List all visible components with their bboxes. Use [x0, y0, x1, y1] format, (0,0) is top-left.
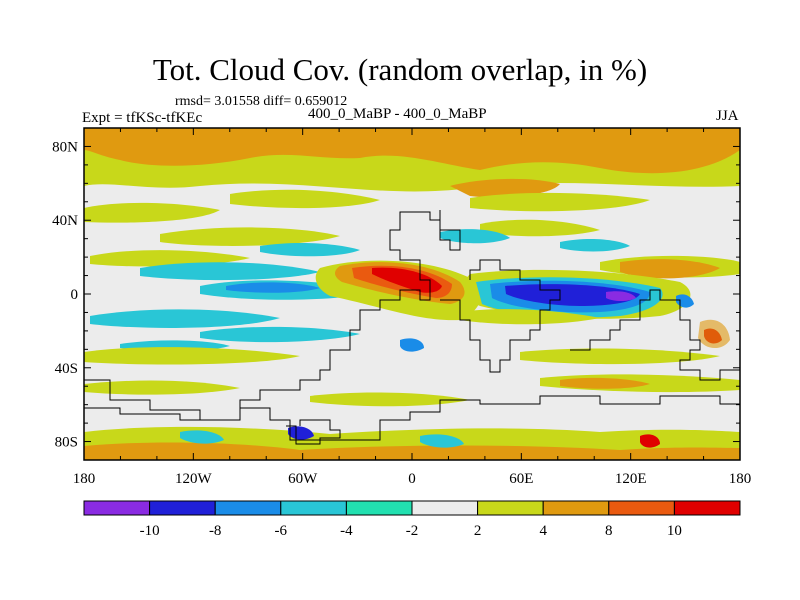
map-title: Tot. Cloud Cov. (random overlap, in %) — [152, 52, 648, 87]
colorbar-swatch — [411, 500, 479, 516]
y-tick-label: 80S — [55, 435, 78, 451]
indian-ocean-blue-core — [505, 284, 640, 306]
colorbar-swatch — [477, 500, 544, 516]
south-cyan-streak-2 — [200, 326, 360, 343]
colorbar-label: -4 — [340, 523, 353, 539]
antarctic-cyan-patch-2 — [420, 434, 464, 448]
colorbar-swatch — [673, 500, 741, 516]
axis-labels: 180 120W 60W 0 60E 120E 180 80N 40N 0 40S 80S — [52, 139, 751, 487]
colorbar-label: 2 — [474, 523, 482, 539]
y-tick-label: 40S — [55, 361, 78, 377]
south-yellow-streak-3 — [520, 348, 720, 365]
south-orange-streak — [560, 377, 650, 389]
south-yellow-streak-6 — [310, 392, 470, 407]
colorbar-swatch — [214, 500, 282, 516]
continent-outlines — [84, 210, 740, 445]
x-tick-label: 120E — [615, 471, 647, 487]
colorbar-swatch — [542, 500, 610, 516]
antarctic-red-patch — [640, 434, 660, 448]
colorbar-label: -6 — [275, 523, 288, 539]
colorbar-swatch — [83, 500, 151, 516]
south-yellow-streak-1 — [84, 347, 300, 365]
colorbar-label: 8 — [605, 523, 613, 539]
x-tick-label: 60W — [288, 471, 318, 487]
north-yellow-streak-4 — [160, 227, 340, 246]
north-orange-blob — [620, 259, 720, 279]
arctic-orange-patch — [450, 178, 560, 198]
colorbar-swatch — [280, 500, 347, 516]
coastline-africa-europe — [440, 259, 561, 373]
colorbar-label: -2 — [406, 523, 419, 539]
north-cyan-streak-2 — [260, 243, 360, 257]
coastline-asia-australia — [570, 289, 740, 381]
map-field — [84, 128, 740, 460]
experiment-label: Expt = tfKSc-tfKEc — [82, 110, 203, 126]
coastline-antarctic-peninsula — [286, 419, 341, 445]
y-tick-label: 0 — [71, 287, 79, 303]
north-yellow-streak-7 — [480, 219, 600, 237]
south-blue-spot — [400, 338, 424, 352]
north-yellow-streak-3 — [470, 192, 650, 212]
indian-ocean-purple-core — [606, 291, 636, 301]
equatorial-red-core — [372, 267, 442, 293]
colorbar-label: -10 — [140, 523, 160, 539]
coastline-antarctica — [84, 395, 740, 441]
season-label: JJA — [716, 108, 739, 124]
south-yellow-streak-2 — [460, 309, 600, 325]
south-yellow-streak-5 — [84, 380, 240, 395]
north-yellow-streak-1 — [84, 202, 220, 223]
north-cyan-streak-1 — [140, 262, 320, 281]
x-tick-label: 180 — [729, 471, 752, 487]
antarctic-blue-patch — [288, 426, 314, 440]
rmsd-diff-stats: rmsd= 3.01558 diff= 0.659012 — [175, 94, 348, 109]
x-tick-label: 180 — [73, 471, 96, 487]
north-cyan-streak-4 — [560, 239, 630, 252]
colorbar-label: 10 — [667, 523, 682, 539]
colorbar-swatch — [345, 500, 413, 516]
blue-streak-west — [226, 282, 320, 293]
south-cyan-streak-1 — [90, 309, 280, 328]
arctic-orange-band — [84, 128, 740, 174]
y-tick-label: 80N — [52, 139, 78, 155]
colorbar-label: 4 — [539, 523, 547, 539]
east-orange-ring — [698, 319, 730, 349]
coastline-americas — [84, 210, 461, 421]
antarctic-orange-band — [84, 442, 740, 460]
antarctic-cyan-patch-1 — [180, 430, 224, 444]
colorbar: -10 -8 -6 -4 -2 2 4 8 10 — [83, 500, 741, 539]
north-cyan-streak-3 — [440, 229, 510, 244]
x-tick-label: 60E — [509, 471, 533, 487]
x-tick-label: 0 — [408, 471, 416, 487]
x-tick-label: 120W — [175, 471, 213, 487]
colorbar-swatch — [149, 500, 216, 516]
north-yellow-streak-2 — [230, 189, 380, 209]
comparison-label: 400_0_MaBP - 400_0_MaBP — [308, 106, 487, 122]
colorbar-swatch — [608, 500, 675, 516]
y-tick-label: 40N — [52, 213, 78, 229]
axis-ticks — [83, 127, 741, 461]
colorbar-label: -8 — [209, 523, 222, 539]
